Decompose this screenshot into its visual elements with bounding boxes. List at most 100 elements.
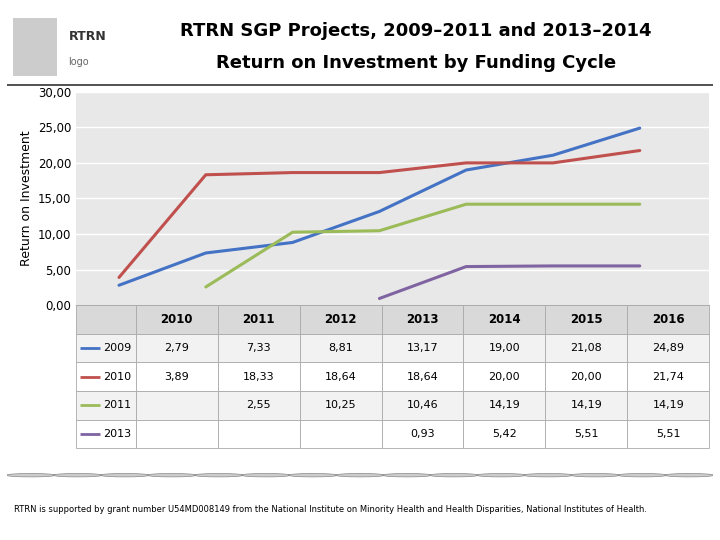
- Text: 2,79: 2,79: [164, 343, 189, 353]
- Text: 2014: 2014: [488, 313, 521, 326]
- Text: 20,00: 20,00: [570, 372, 602, 382]
- Bar: [627, 420, 709, 448]
- Text: 2015: 2015: [570, 313, 603, 326]
- Text: logo: logo: [68, 57, 89, 67]
- Circle shape: [6, 474, 55, 477]
- Bar: [464, 305, 545, 334]
- Bar: [627, 362, 709, 391]
- 2011: [288, 229, 297, 235]
- Circle shape: [288, 474, 338, 477]
- Circle shape: [618, 474, 667, 477]
- Text: 2013: 2013: [103, 429, 131, 439]
- Bar: [13, 18, 58, 76]
- Bar: [545, 420, 627, 448]
- 2009: [202, 249, 210, 256]
- 2013: [636, 262, 644, 269]
- 2009: [462, 167, 470, 173]
- Text: RTRN SGP Projects, 2009–2011 and 2013–2014: RTRN SGP Projects, 2009–2011 and 2013–20…: [180, 22, 652, 40]
- Bar: [464, 362, 545, 391]
- Text: 2012: 2012: [324, 313, 357, 326]
- Text: 18,64: 18,64: [325, 372, 356, 382]
- 2011: [202, 284, 210, 290]
- Text: RTRN is supported by grant number U54MD008149 from the National Institute on Min: RTRN is supported by grant number U54MD0…: [14, 505, 647, 514]
- Bar: [136, 420, 217, 448]
- Circle shape: [665, 474, 714, 477]
- Text: RTRN: RTRN: [68, 30, 107, 43]
- 2011: [462, 201, 470, 207]
- Bar: [464, 420, 545, 448]
- 2009: [114, 282, 123, 288]
- Bar: [217, 334, 300, 362]
- Bar: [136, 334, 217, 362]
- Bar: [76, 391, 136, 420]
- Circle shape: [241, 474, 291, 477]
- Text: 14,19: 14,19: [570, 400, 602, 410]
- Bar: [545, 362, 627, 391]
- Bar: [217, 420, 300, 448]
- Bar: [217, 362, 300, 391]
- Y-axis label: Return on Investment: Return on Investment: [19, 131, 32, 266]
- Circle shape: [53, 474, 102, 477]
- Bar: [627, 334, 709, 362]
- Text: 8,81: 8,81: [328, 343, 353, 353]
- Circle shape: [194, 474, 243, 477]
- 2010: [375, 170, 384, 176]
- Bar: [382, 334, 464, 362]
- Text: 13,17: 13,17: [407, 343, 438, 353]
- Text: 14,19: 14,19: [652, 400, 684, 410]
- Circle shape: [570, 474, 620, 477]
- Text: 2010: 2010: [103, 372, 131, 382]
- Bar: [382, 391, 464, 420]
- Text: 5,51: 5,51: [574, 429, 598, 439]
- Bar: [464, 391, 545, 420]
- Bar: [76, 420, 136, 448]
- 2011: [549, 201, 557, 207]
- Text: 21,08: 21,08: [570, 343, 602, 353]
- Bar: [217, 391, 300, 420]
- Text: 14,19: 14,19: [489, 400, 521, 410]
- Text: 20,00: 20,00: [489, 372, 521, 382]
- 2009: [549, 152, 557, 158]
- 2010: [114, 274, 123, 281]
- Line: 2010: 2010: [119, 151, 640, 278]
- Text: 3,89: 3,89: [164, 372, 189, 382]
- Bar: [76, 305, 136, 334]
- 2013: [549, 262, 557, 269]
- Bar: [300, 305, 382, 334]
- Bar: [627, 391, 709, 420]
- 2010: [202, 172, 210, 178]
- Bar: [136, 305, 217, 334]
- 2010: [636, 147, 644, 154]
- Circle shape: [336, 474, 384, 477]
- Text: 2011: 2011: [243, 313, 275, 326]
- Bar: [136, 391, 217, 420]
- Circle shape: [523, 474, 573, 477]
- Line: 2011: 2011: [206, 204, 640, 287]
- 2010: [288, 170, 297, 176]
- 2009: [288, 239, 297, 246]
- Bar: [217, 305, 300, 334]
- Text: 0,93: 0,93: [410, 429, 435, 439]
- Bar: [545, 334, 627, 362]
- Text: 21,74: 21,74: [652, 372, 684, 382]
- Text: 2010: 2010: [161, 313, 193, 326]
- Text: 19,00: 19,00: [489, 343, 521, 353]
- 2013: [375, 295, 384, 302]
- Circle shape: [100, 474, 150, 477]
- Text: Return on Investment by Funding Cycle: Return on Investment by Funding Cycle: [216, 55, 616, 72]
- Bar: [627, 305, 709, 334]
- Text: 2016: 2016: [652, 313, 685, 326]
- Bar: [300, 362, 382, 391]
- Text: 5,42: 5,42: [492, 429, 517, 439]
- Text: 7,33: 7,33: [246, 343, 271, 353]
- Text: 5,51: 5,51: [656, 429, 680, 439]
- Text: 2013: 2013: [406, 313, 438, 326]
- 2010: [462, 160, 470, 166]
- 2013: [462, 264, 470, 270]
- Text: 2011: 2011: [103, 400, 131, 410]
- Bar: [382, 420, 464, 448]
- 2011: [375, 227, 384, 234]
- Bar: [300, 334, 382, 362]
- Circle shape: [382, 474, 432, 477]
- Circle shape: [477, 474, 526, 477]
